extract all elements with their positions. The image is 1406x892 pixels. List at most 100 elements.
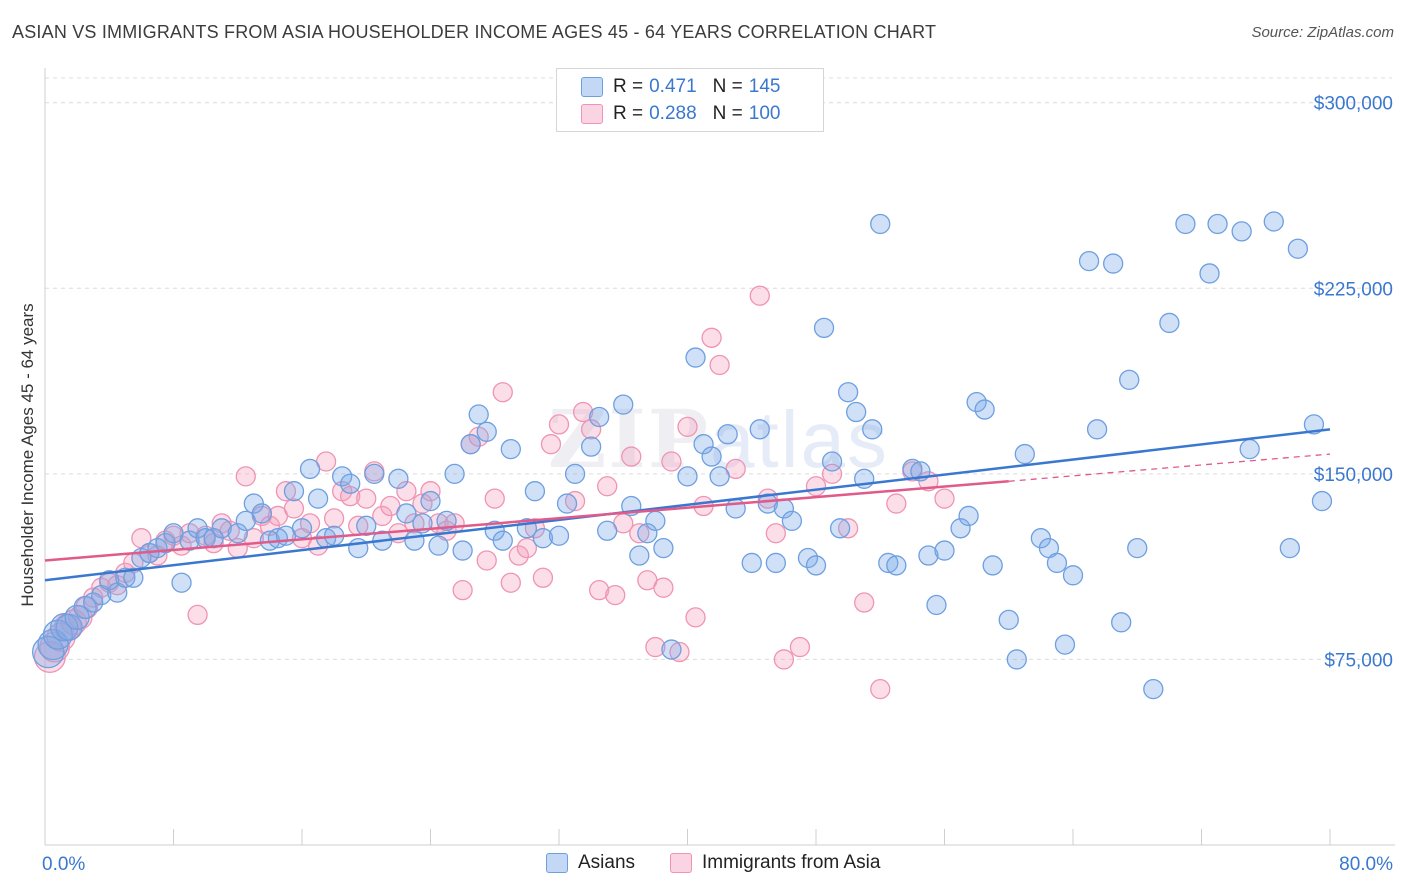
- asians-point: [1006, 649, 1027, 670]
- asians-point: [661, 639, 682, 660]
- legend-r-value: 0.288: [649, 103, 697, 124]
- immigrants-point: [580, 419, 602, 440]
- asians-point: [862, 419, 883, 440]
- x-tick-label-min: 0.0%: [42, 854, 85, 875]
- asians-point: [548, 525, 570, 546]
- asians-point: [1231, 221, 1252, 242]
- asians-point: [556, 493, 578, 514]
- asians-point: [1159, 312, 1180, 334]
- asians-point: [1207, 213, 1228, 235]
- asians-point: [452, 540, 473, 561]
- immigrants-point: [396, 481, 417, 502]
- asians-point: [982, 555, 1003, 576]
- immigrants-point: [629, 523, 650, 544]
- asians-point: [974, 399, 995, 420]
- asians-point: [613, 394, 634, 415]
- bottom-legend-asians[interactable]: Asians: [546, 852, 635, 874]
- asians-point: [1239, 438, 1260, 460]
- bottom-legend-immigrants[interactable]: Immigrants from Asia: [670, 852, 880, 874]
- immigrants-point: [669, 641, 690, 663]
- immigrants-point: [484, 488, 505, 509]
- asians-point: [709, 466, 730, 487]
- asians-point: [701, 446, 722, 467]
- legend-n-value: 145: [748, 76, 781, 97]
- asians-point: [115, 567, 136, 588]
- legend-n-label: N =: [712, 76, 743, 97]
- asians-point: [123, 567, 144, 588]
- immigrants-point: [532, 567, 554, 588]
- asians-point: [1311, 490, 1333, 512]
- immigrants-point: [548, 414, 570, 435]
- immigrants-point: [508, 545, 529, 566]
- asians-point: [1062, 565, 1084, 586]
- immigrants-point: [854, 592, 875, 613]
- asians-point: [564, 463, 586, 485]
- asians-point: [765, 552, 786, 574]
- asians-point: [837, 382, 859, 403]
- asians-point: [291, 518, 313, 539]
- watermark: ZIPatlas: [548, 392, 889, 486]
- asians-point: [299, 458, 321, 480]
- immigrants-point: [789, 636, 811, 658]
- immigrants-point: [356, 488, 377, 509]
- immigrants-point: [749, 285, 770, 306]
- asians-point: [444, 463, 465, 485]
- asians-point: [886, 555, 907, 576]
- asians-point: [468, 404, 489, 425]
- immigrants-point: [492, 382, 513, 403]
- immigrants-point: [805, 476, 827, 497]
- asians-point: [55, 613, 83, 641]
- y-tick-label: $225,000: [1314, 279, 1393, 300]
- asians-point: [725, 498, 746, 519]
- asians-point: [580, 436, 602, 457]
- asians-point: [532, 528, 554, 549]
- asians-point: [1054, 634, 1076, 655]
- immigrants-point: [452, 580, 473, 601]
- immigrants-point: [886, 493, 907, 514]
- immigrants-point: [645, 636, 666, 658]
- asians-point: [1111, 612, 1132, 633]
- asians-point: [597, 520, 618, 541]
- asians-point: [589, 406, 610, 428]
- immigrants-point: [765, 523, 786, 544]
- asians-point: [653, 537, 674, 559]
- immigrants-point: [572, 401, 594, 423]
- x-tick-label-max: 80.0%: [1339, 854, 1393, 875]
- legend-swatch-immigrants: [581, 104, 603, 124]
- legend-r-label: R =: [613, 103, 644, 124]
- immigrants-point: [653, 577, 674, 598]
- asians-point: [749, 419, 770, 440]
- asians-point: [1175, 213, 1196, 235]
- asians-point: [436, 510, 457, 532]
- asians-point: [364, 463, 385, 485]
- asians-point: [757, 493, 778, 514]
- asians-point: [1078, 250, 1100, 272]
- asians-point: [179, 530, 200, 551]
- asians-point: [524, 481, 546, 502]
- asians-point: [629, 545, 650, 566]
- immigrants-point: [837, 518, 859, 539]
- asians-point: [677, 466, 698, 487]
- immigrants-point: [605, 584, 626, 606]
- chart-title: ASIAN VS IMMIGRANTS FROM ASIA HOUSEHOLDE…: [12, 22, 937, 42]
- asians-point: [934, 540, 955, 561]
- asians-point: [1303, 414, 1325, 435]
- immigrants-point: [412, 493, 433, 514]
- immigrants-point: [597, 476, 618, 497]
- bottom-legend-label-immigrants: Immigrants from Asia: [702, 852, 881, 873]
- bottom-legend-swatch-asians: [546, 853, 568, 873]
- asians-point: [388, 468, 409, 489]
- asians-point: [637, 523, 658, 544]
- immigrants-point: [621, 446, 642, 467]
- asians-point: [251, 503, 272, 524]
- immigrants-point: [589, 580, 610, 601]
- asians-point: [340, 473, 361, 494]
- legend-n-value: 100: [748, 103, 781, 124]
- asians-point: [781, 510, 803, 532]
- immigrants-trend-extension: [1008, 453, 1331, 482]
- asians-point: [492, 530, 513, 551]
- asians-point: [460, 434, 481, 455]
- asians-point: [1046, 552, 1068, 574]
- asians-point: [83, 592, 104, 613]
- asians-point: [821, 451, 843, 472]
